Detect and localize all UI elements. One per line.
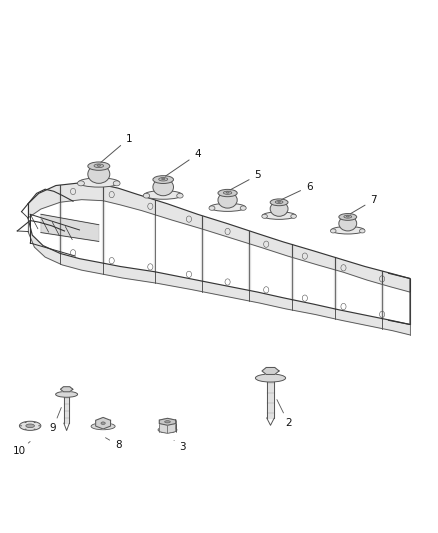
Ellipse shape [34,429,36,430]
Ellipse shape [270,199,288,206]
Ellipse shape [143,193,150,198]
Ellipse shape [339,214,357,220]
Ellipse shape [153,179,173,196]
Ellipse shape [78,181,85,186]
Polygon shape [154,200,155,272]
Ellipse shape [344,215,352,218]
Ellipse shape [331,227,364,234]
Polygon shape [59,185,61,254]
Ellipse shape [262,212,296,220]
Text: 9: 9 [49,408,61,433]
Ellipse shape [209,206,215,211]
Ellipse shape [88,162,110,171]
Ellipse shape [25,422,27,423]
Ellipse shape [56,391,78,397]
Ellipse shape [19,421,41,430]
Text: 7: 7 [350,195,377,214]
Polygon shape [167,424,176,433]
Polygon shape [267,378,274,418]
Ellipse shape [331,229,336,233]
Polygon shape [64,394,69,423]
Polygon shape [262,367,279,375]
Ellipse shape [78,178,120,187]
Ellipse shape [262,214,267,219]
Ellipse shape [209,204,246,212]
Polygon shape [201,216,203,281]
Polygon shape [159,424,167,433]
Polygon shape [60,387,73,392]
Text: 10: 10 [13,441,30,456]
Polygon shape [102,185,104,263]
Ellipse shape [101,422,105,424]
Text: 6: 6 [282,182,312,199]
Ellipse shape [226,192,229,193]
Ellipse shape [270,201,288,216]
Ellipse shape [94,164,104,168]
Ellipse shape [218,189,237,197]
Text: 8: 8 [106,438,121,450]
Ellipse shape [223,191,232,195]
Ellipse shape [25,429,27,430]
Polygon shape [159,418,176,425]
Ellipse shape [360,229,365,233]
Polygon shape [248,231,250,290]
Ellipse shape [346,216,349,217]
Ellipse shape [26,424,35,427]
Text: 1: 1 [101,134,132,163]
Polygon shape [291,245,293,300]
Polygon shape [334,257,336,309]
Ellipse shape [255,374,286,382]
Ellipse shape [91,423,115,430]
Polygon shape [381,271,383,319]
Ellipse shape [240,206,246,211]
Ellipse shape [34,422,36,423]
Polygon shape [28,218,410,335]
Polygon shape [95,417,110,429]
Polygon shape [159,418,167,428]
Polygon shape [28,183,410,292]
Text: 3: 3 [174,440,186,451]
Ellipse shape [113,181,120,186]
Polygon shape [167,418,176,428]
Polygon shape [41,214,99,241]
Text: 2: 2 [277,400,292,428]
Text: 5: 5 [230,170,261,190]
Ellipse shape [144,191,183,199]
Ellipse shape [97,165,101,166]
Text: 4: 4 [166,149,201,176]
Ellipse shape [159,177,168,181]
Ellipse shape [177,193,183,198]
Ellipse shape [278,201,280,203]
Ellipse shape [165,421,170,423]
Ellipse shape [158,427,177,433]
Ellipse shape [218,192,237,208]
Ellipse shape [20,425,22,426]
Ellipse shape [339,216,357,231]
Ellipse shape [153,176,173,183]
Ellipse shape [275,200,283,204]
Ellipse shape [162,178,165,180]
Ellipse shape [38,425,40,426]
Ellipse shape [88,165,110,183]
Ellipse shape [291,214,297,219]
